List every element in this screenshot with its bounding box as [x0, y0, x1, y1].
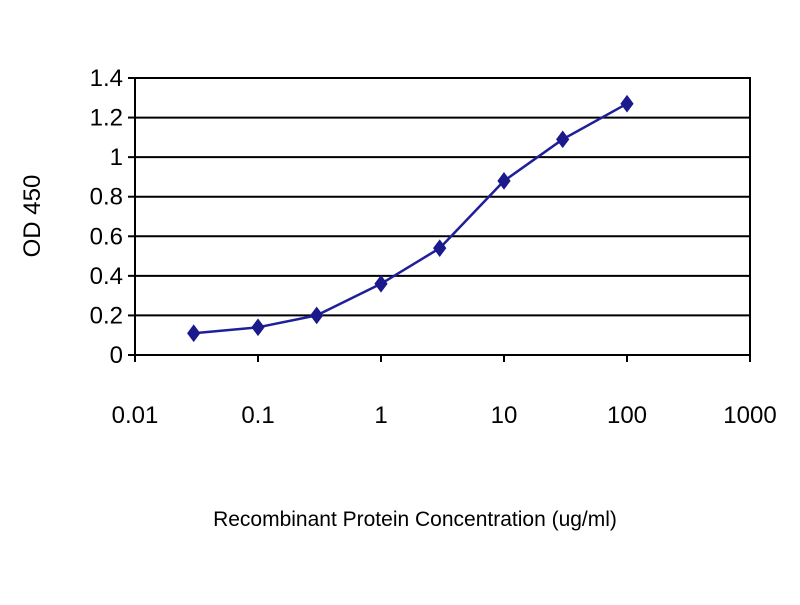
y-tick-label: 0.6: [90, 223, 123, 250]
data-point: [620, 94, 634, 113]
tick-labels: 0 0.2 0.4 0.6 0.8 1 1.2 1.4 0.01 0.1 1 10 100 1000: [90, 65, 777, 429]
x-tick-label: 10: [491, 402, 518, 429]
x-tick-label: 1: [374, 402, 387, 429]
x-tick-label: 0.01: [112, 402, 159, 429]
data-point: [310, 306, 324, 325]
gridlines: [135, 77, 750, 317]
y-tick-label: 1.4: [90, 65, 123, 92]
y-tick-label: 0.2: [90, 302, 123, 329]
data-point: [374, 274, 388, 293]
data-point: [251, 318, 265, 337]
y-tick-label: 0.8: [90, 184, 123, 211]
data-point: [497, 172, 511, 190]
y-tick-label: 0.4: [90, 263, 123, 290]
data-point: [433, 239, 447, 257]
y-tick-label: 0: [110, 342, 123, 369]
series-line: [193, 102, 628, 335]
axes: [128, 77, 751, 362]
y-axis-label: OD 450: [19, 175, 46, 258]
x-tick-label: 0.1: [241, 402, 274, 429]
data-point: [556, 130, 570, 149]
x-tick-label: 100: [607, 402, 647, 429]
data-point: [187, 324, 201, 343]
y-tick-label: 1.2: [90, 105, 123, 132]
x-axis-label: Recombinant Protein Concentration (ug/ml…: [213, 508, 617, 531]
series-layer: [187, 94, 634, 343]
plot-border: [134, 77, 751, 356]
x-tick-label: 1000: [723, 402, 776, 429]
y-tick-label: 1: [110, 144, 123, 171]
